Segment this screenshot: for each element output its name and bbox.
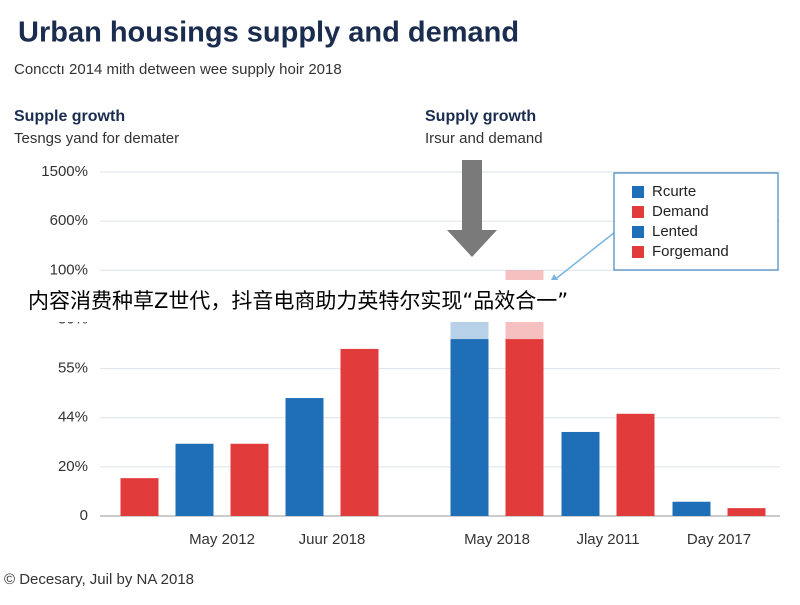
bar [230, 443, 269, 516]
legend-swatch [632, 246, 644, 258]
bar [616, 413, 655, 516]
bar [672, 501, 711, 516]
x-tick-label: May 2018 [464, 531, 530, 548]
chart-title: Urban housings supply and demand [18, 17, 519, 49]
y-tick-label: 100% [50, 261, 88, 278]
x-tick-label: Jlay 2011 [576, 531, 639, 548]
x-tick-label: Day 2017 [687, 531, 751, 548]
annotation-text: Irsur and demand [425, 130, 543, 147]
arrow-head [447, 230, 497, 257]
bar [727, 508, 766, 516]
arrow-shaft [462, 160, 482, 232]
legend-swatch [632, 226, 644, 238]
annotation-heading: Supply growth [425, 108, 536, 125]
callout-line [552, 231, 616, 282]
legend-label: Rcurte [652, 183, 696, 200]
annotation-heading: Supple growth [14, 108, 125, 125]
bar [561, 431, 600, 516]
legend-swatch [632, 186, 644, 198]
x-tick-label: Juur 2018 [299, 531, 366, 548]
overlay-band [0, 280, 800, 322]
legend: Rcurte Demand Lented Forgemand [632, 183, 729, 260]
bar [120, 478, 159, 516]
x-tick-label: May 2012 [189, 531, 255, 548]
y-tick-label: 1500% [41, 163, 88, 180]
legend-label: Demand [652, 203, 709, 220]
chart-subtitle: Concctı 2014 mith detween wee supply hoi… [14, 61, 342, 78]
legend-label: Lented [652, 223, 698, 240]
bar [450, 339, 489, 516]
annotation-text: Tesngs yand for demater [14, 130, 179, 147]
bar [340, 348, 379, 516]
bar [285, 398, 324, 516]
bar [505, 339, 544, 516]
y-tick-label: 55% [58, 360, 88, 377]
y-tick-label: 600% [50, 212, 88, 229]
overlay-text: 内容消费种草Z世代，抖音电商助力英特尔实现“品效合一” [28, 289, 568, 313]
bar [175, 443, 214, 516]
source: © Decesary, Juil by NA 2018 [4, 571, 194, 588]
y-tick-label: 0 [80, 507, 88, 524]
y-tick-label: 44% [58, 409, 88, 426]
y-tick-label: 20% [58, 458, 88, 475]
legend-swatch [632, 206, 644, 218]
legend-label: Forgemand [652, 243, 729, 260]
bar [450, 321, 489, 340]
